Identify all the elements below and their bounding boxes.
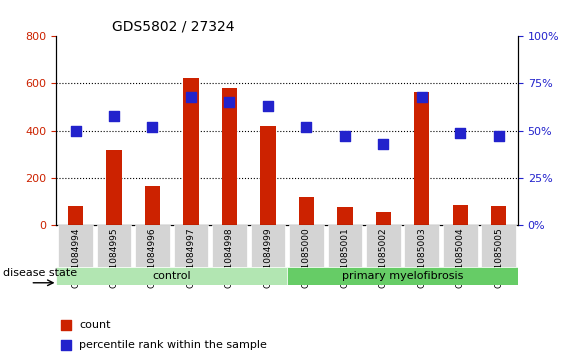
Text: GSM1084998: GSM1084998 bbox=[225, 227, 234, 288]
Bar bbox=[414, 92, 430, 225]
Bar bbox=[260, 126, 275, 225]
Text: GDS5802 / 27324: GDS5802 / 27324 bbox=[111, 20, 234, 34]
Bar bbox=[491, 206, 507, 225]
Point bbox=[109, 113, 118, 118]
Point bbox=[186, 94, 195, 99]
FancyBboxPatch shape bbox=[251, 225, 285, 267]
Text: GSM1085002: GSM1085002 bbox=[379, 227, 388, 288]
Point bbox=[367, 54, 376, 60]
Text: GSM1085001: GSM1085001 bbox=[341, 227, 349, 288]
Point bbox=[340, 134, 349, 139]
Bar bbox=[106, 150, 122, 225]
Text: GSM1084999: GSM1084999 bbox=[263, 227, 272, 288]
Text: primary myelofibrosis: primary myelofibrosis bbox=[342, 271, 463, 281]
Text: GSM1084995: GSM1084995 bbox=[110, 227, 118, 288]
FancyBboxPatch shape bbox=[443, 225, 477, 267]
Bar bbox=[68, 206, 83, 225]
Text: GSM1084994: GSM1084994 bbox=[71, 227, 80, 287]
Point bbox=[494, 134, 503, 139]
Point bbox=[263, 103, 272, 109]
Text: GSM1085004: GSM1085004 bbox=[456, 227, 464, 288]
Text: count: count bbox=[79, 320, 111, 330]
FancyBboxPatch shape bbox=[173, 225, 208, 267]
Text: GSM1084996: GSM1084996 bbox=[148, 227, 157, 288]
FancyBboxPatch shape bbox=[212, 225, 247, 267]
Text: disease state: disease state bbox=[3, 268, 78, 278]
Point bbox=[379, 141, 388, 147]
Bar bbox=[337, 207, 352, 225]
Text: control: control bbox=[153, 271, 191, 281]
Point bbox=[417, 94, 426, 99]
Point bbox=[302, 124, 311, 130]
FancyBboxPatch shape bbox=[56, 267, 287, 285]
Point bbox=[455, 130, 464, 135]
Bar bbox=[453, 205, 468, 225]
Point bbox=[71, 128, 80, 134]
Text: GSM1084997: GSM1084997 bbox=[186, 227, 195, 288]
Bar bbox=[145, 186, 160, 225]
FancyBboxPatch shape bbox=[58, 225, 93, 267]
FancyBboxPatch shape bbox=[404, 225, 439, 267]
Bar bbox=[298, 197, 314, 225]
FancyBboxPatch shape bbox=[287, 267, 518, 285]
Point bbox=[225, 99, 234, 105]
Text: GSM1085005: GSM1085005 bbox=[494, 227, 503, 288]
FancyBboxPatch shape bbox=[289, 225, 324, 267]
Text: percentile rank within the sample: percentile rank within the sample bbox=[79, 340, 267, 350]
Bar bbox=[183, 78, 199, 225]
Point bbox=[367, 232, 376, 238]
FancyBboxPatch shape bbox=[97, 225, 131, 267]
Bar bbox=[376, 212, 391, 225]
FancyBboxPatch shape bbox=[366, 225, 401, 267]
FancyBboxPatch shape bbox=[328, 225, 362, 267]
Point bbox=[148, 124, 157, 130]
FancyBboxPatch shape bbox=[481, 225, 516, 267]
Text: GSM1085003: GSM1085003 bbox=[417, 227, 426, 288]
Bar bbox=[222, 88, 237, 225]
Text: GSM1085000: GSM1085000 bbox=[302, 227, 311, 288]
FancyBboxPatch shape bbox=[135, 225, 170, 267]
